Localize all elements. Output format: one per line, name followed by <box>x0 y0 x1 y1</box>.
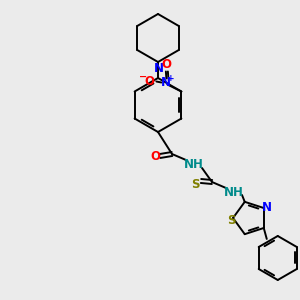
Text: S: S <box>227 214 235 227</box>
Text: O: O <box>150 151 160 164</box>
Text: NH: NH <box>184 158 204 170</box>
Text: O: O <box>161 58 171 71</box>
Text: S: S <box>191 178 199 190</box>
Text: NH: NH <box>224 185 244 199</box>
Text: +: + <box>167 74 174 83</box>
Text: N: N <box>262 200 272 214</box>
Text: N: N <box>160 76 170 89</box>
Text: −: − <box>139 71 147 82</box>
Text: O: O <box>144 75 154 88</box>
Text: N: N <box>154 61 164 74</box>
